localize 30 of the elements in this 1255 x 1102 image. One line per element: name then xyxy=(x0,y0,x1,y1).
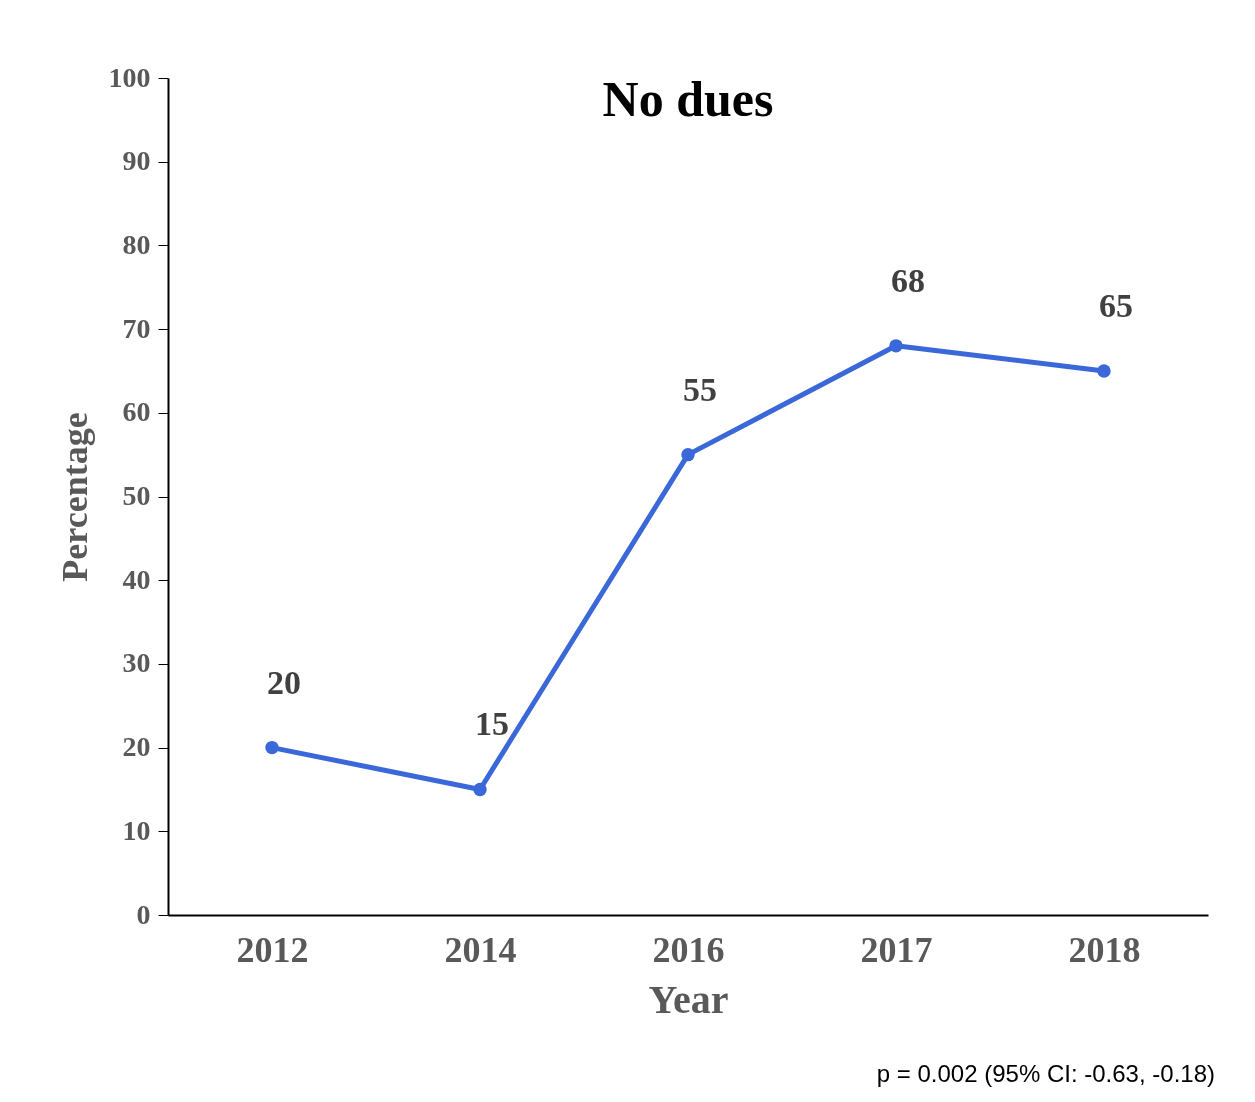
x-tick-label: 2016 xyxy=(652,929,725,970)
y-tick-label: 90 xyxy=(122,145,151,177)
point xyxy=(473,782,487,797)
data-label: 55 xyxy=(683,370,717,408)
y-axis-title: Percentage xyxy=(54,412,95,582)
x-axis-title: Year xyxy=(648,976,729,1022)
data-label: 68 xyxy=(891,261,925,299)
y-tick-label: 70 xyxy=(122,312,151,344)
x-tick-label: 2018 xyxy=(1068,929,1141,970)
y-tick-label: 20 xyxy=(122,731,151,763)
data-label: 20 xyxy=(267,663,301,701)
point xyxy=(681,447,695,462)
y-tick-label: 80 xyxy=(122,228,151,260)
data-label: 65 xyxy=(1099,286,1133,324)
y-tick-label: 0 xyxy=(136,898,151,930)
chart-title: No dues xyxy=(602,71,774,127)
point xyxy=(1097,364,1111,378)
point xyxy=(265,740,279,755)
y-tick-label: 60 xyxy=(122,396,151,428)
text: p = 0.002 (95% CI: -0.63, -0.18) xyxy=(876,1060,1215,1088)
y-tick-label: 50 xyxy=(122,480,151,511)
data-label: 15 xyxy=(475,705,509,743)
x-tick-label: 2017 xyxy=(860,929,933,970)
y-tick-label: 40 xyxy=(122,563,151,595)
y-tick-label: 30 xyxy=(122,647,151,679)
x-tick-label: 2014 xyxy=(444,929,517,970)
point xyxy=(889,339,903,353)
y-tick-label: 100 xyxy=(108,61,151,93)
y-tick-label: 10 xyxy=(122,814,151,846)
x-tick-label: 2012 xyxy=(236,929,309,970)
